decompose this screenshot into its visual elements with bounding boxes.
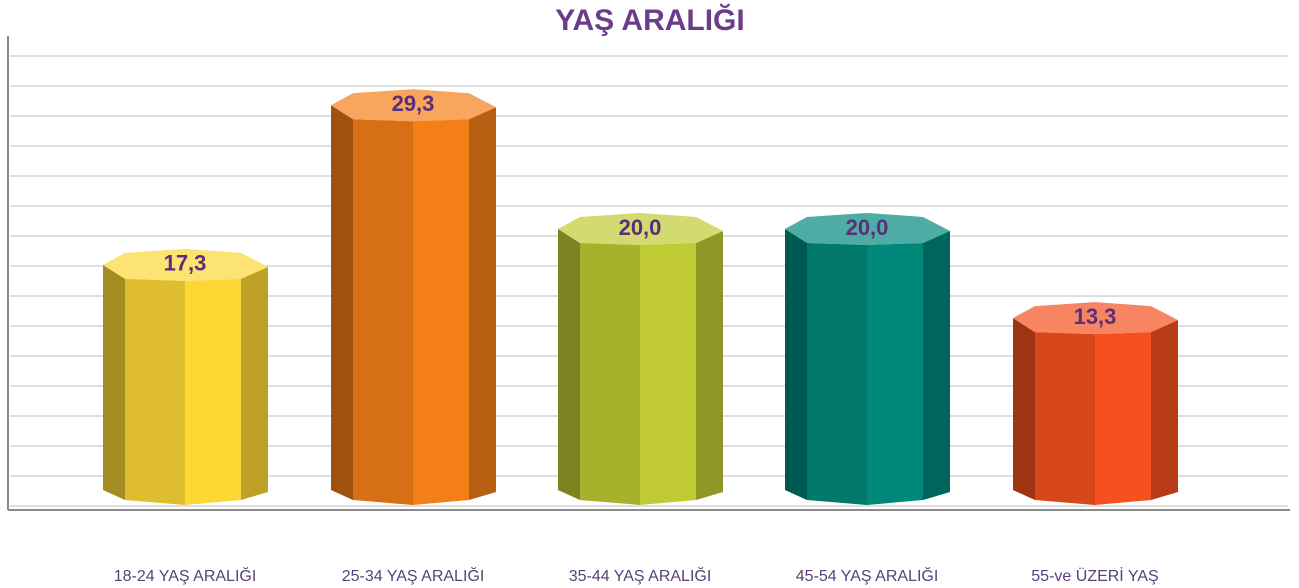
bar-shade — [241, 266, 268, 500]
bar-top-light — [558, 212, 723, 245]
bar-face — [1095, 332, 1151, 505]
value-label: 20,0 — [619, 215, 662, 240]
value-label: 29,3 — [392, 91, 435, 116]
bar-top-light — [103, 248, 268, 281]
bar-top-light — [1013, 302, 1178, 335]
bar-face — [1035, 332, 1095, 505]
x-tick-label: 18-24 YAŞ ARALIĞI — [114, 566, 257, 585]
value-label: 17,3 — [164, 251, 207, 276]
x-tick-label: 25-34 YAŞ ARALIĞI — [342, 566, 485, 585]
bar-shade — [785, 228, 807, 500]
bar-shade — [580, 242, 640, 505]
bar-face — [807, 242, 867, 505]
bar-face — [185, 278, 241, 505]
bar-face — [558, 228, 580, 500]
bar — [1013, 302, 1178, 505]
bar-face — [353, 119, 413, 505]
bar-shade — [807, 242, 867, 505]
bar — [558, 212, 723, 505]
bar-shade — [558, 228, 580, 500]
bar-face — [331, 105, 353, 500]
bar-shade — [1035, 332, 1095, 505]
bar-top — [103, 248, 268, 281]
bar-shade — [696, 230, 723, 500]
bar-face — [1151, 320, 1178, 500]
bar-face — [867, 242, 923, 505]
bar-shade — [103, 264, 125, 500]
bar-top — [558, 212, 723, 245]
bar-face — [413, 119, 469, 505]
bar-shade — [125, 278, 185, 505]
bar-shade — [353, 119, 413, 505]
bar-face — [1013, 318, 1035, 500]
bar-face — [103, 264, 125, 500]
chart-title: YAŞ ARALIĞI — [555, 3, 744, 37]
bar-face — [923, 230, 950, 500]
value-label: 20,0 — [846, 215, 889, 240]
bar-shade — [923, 230, 950, 500]
bar-face — [241, 266, 268, 500]
bar-top-light — [331, 89, 496, 122]
bar-top — [785, 212, 950, 245]
bar-shade — [1013, 318, 1035, 500]
bar-shade — [331, 105, 353, 500]
bar-face — [469, 107, 496, 500]
bar — [785, 212, 950, 505]
bar-top — [331, 89, 496, 122]
bar-shade — [1151, 320, 1178, 500]
bar — [103, 248, 268, 505]
bar-face — [785, 228, 807, 500]
value-label: 13,3 — [1074, 304, 1117, 329]
bar-top-light — [785, 212, 950, 245]
x-tick-label: 55-ve ÜZERİ YAŞ — [1031, 566, 1158, 585]
bar-face — [696, 230, 723, 500]
bar — [331, 89, 496, 505]
x-tick-label: 45-54 YAŞ ARALIĞI — [796, 566, 939, 585]
bar-face — [580, 242, 640, 505]
bar-top — [1013, 302, 1178, 335]
x-tick-label: 35-44 YAŞ ARALIĞI — [569, 566, 712, 585]
bar-face — [125, 278, 185, 505]
bar-face — [640, 242, 696, 505]
bar-shade — [469, 107, 496, 500]
